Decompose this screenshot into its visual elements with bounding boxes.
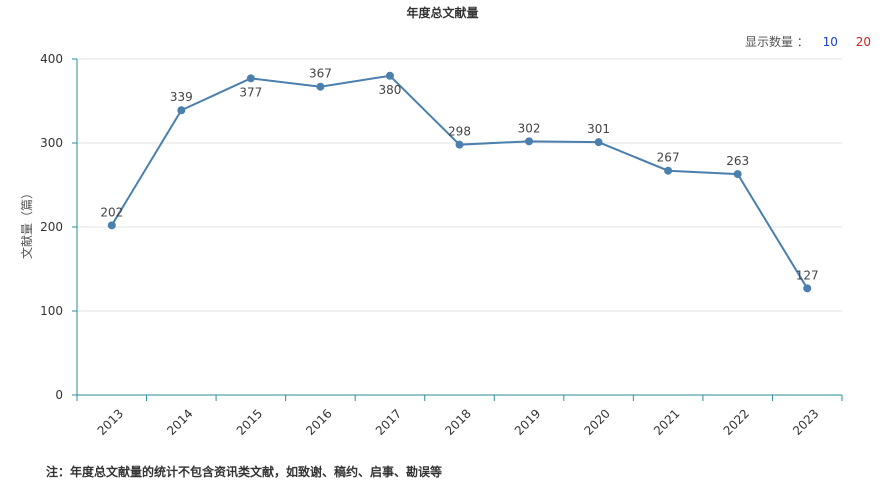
data-label: 367 bbox=[309, 67, 332, 81]
data-point[interactable] bbox=[246, 74, 255, 83]
x-tick-label: 2022 bbox=[721, 406, 752, 437]
data-point[interactable] bbox=[385, 71, 394, 80]
x-tick-label: 2023 bbox=[790, 406, 821, 437]
series-line bbox=[110, 74, 809, 289]
data-label: 267 bbox=[657, 151, 680, 165]
data-label: 380 bbox=[379, 83, 402, 97]
x-tick-label: 2013 bbox=[95, 406, 126, 437]
x-tick-label: 2020 bbox=[581, 406, 612, 437]
chart-title: 年度总文献量 bbox=[406, 6, 479, 20]
y-tick-label: 200 bbox=[40, 220, 63, 234]
y-tick-label: 300 bbox=[40, 136, 63, 150]
data-point[interactable] bbox=[594, 138, 603, 147]
data-label: 298 bbox=[448, 125, 471, 139]
data-label: 263 bbox=[726, 154, 749, 168]
x-tick-label: 2015 bbox=[234, 406, 265, 437]
x-tick-label: 2017 bbox=[373, 406, 404, 437]
y-tick-label: 100 bbox=[40, 304, 63, 318]
display-count-option-10[interactable]: 10 bbox=[822, 35, 838, 49]
y-tick-label: 0 bbox=[55, 388, 63, 402]
data-point[interactable] bbox=[525, 137, 534, 146]
data-label: 301 bbox=[587, 122, 610, 136]
data-point[interactable] bbox=[316, 82, 325, 91]
data-point[interactable] bbox=[455, 140, 464, 149]
x-tick-label: 2016 bbox=[303, 406, 334, 437]
display-count-option-20[interactable]: 20 bbox=[855, 35, 871, 49]
data-point[interactable] bbox=[177, 106, 186, 115]
footnote: 注：年度总文献量的统计不包含资讯类文献，如致谢、稿约、启事、勘误等 bbox=[46, 465, 443, 479]
x-tick-label: 2019 bbox=[512, 406, 543, 437]
y-tick-label: 400 bbox=[40, 52, 63, 66]
data-label: 127 bbox=[796, 268, 819, 282]
data-point[interactable] bbox=[664, 166, 673, 175]
data-point[interactable] bbox=[803, 284, 812, 293]
display-count-label: 显示数量 ： bbox=[744, 35, 809, 49]
y-axis-label: 文献量（篇） bbox=[19, 187, 34, 259]
data-point[interactable] bbox=[733, 170, 742, 179]
x-tick-label: 2021 bbox=[651, 406, 682, 437]
data-point[interactable] bbox=[107, 221, 116, 230]
x-tick-label: 2018 bbox=[442, 406, 473, 437]
x-tick-label: 2014 bbox=[164, 406, 195, 437]
data-label: 377 bbox=[239, 85, 262, 99]
data-label: 339 bbox=[170, 90, 193, 104]
display-count-control: 显示数量 ： 10 20 bbox=[745, 33, 871, 50]
data-label: 302 bbox=[518, 121, 541, 135]
data-label: 202 bbox=[100, 205, 123, 219]
